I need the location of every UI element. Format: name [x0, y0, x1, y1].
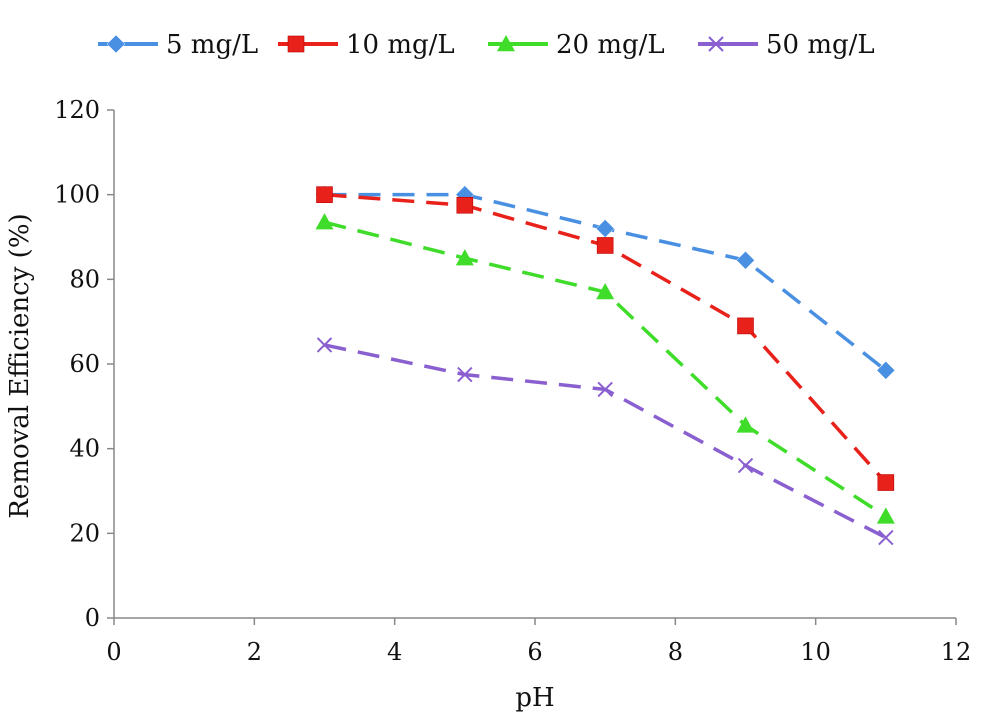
- y-tick-label: 20: [69, 519, 100, 547]
- data-point-10-mg-l: [877, 474, 895, 491]
- data-point-10-mg-l: [316, 186, 333, 203]
- data-point-10-mg-l: [596, 237, 614, 254]
- data-point-10-mg-l: [737, 317, 754, 335]
- data-point-10-mg-l: [456, 196, 474, 214]
- x-tick-label: 2: [247, 638, 262, 666]
- data-point-5-mg-l: [876, 360, 896, 380]
- x-tick-label: 10: [800, 638, 831, 666]
- data-point-50-mg-l: [457, 366, 473, 383]
- legend-swatch-marker: [287, 35, 305, 53]
- y-tick-label: 120: [54, 96, 100, 124]
- legend-swatch-marker: [497, 35, 515, 52]
- legend-label: 50 mg/L: [766, 30, 875, 60]
- legend-item-5-mg-l: 5 mg/L: [98, 30, 258, 60]
- legend-item-50-mg-l: 50 mg/L: [698, 30, 875, 60]
- y-tick-label: 100: [54, 181, 100, 209]
- data-point-5-mg-l: [595, 219, 615, 238]
- y-tick-label: 40: [69, 435, 100, 463]
- data-point-20-mg-l: [315, 213, 334, 230]
- series-layer: [315, 185, 896, 546]
- data-point-20-mg-l: [455, 249, 474, 266]
- legend-label: 5 mg/L: [166, 30, 258, 60]
- series-line-50-mg-l: [324, 343, 887, 540]
- data-point-5-mg-l: [736, 250, 755, 270]
- x-axis-title: pH: [515, 683, 554, 713]
- data-point-20-mg-l: [876, 507, 895, 524]
- x-tick-label: 0: [106, 638, 121, 666]
- data-point-20-mg-l: [596, 283, 615, 300]
- legend: 5 mg/L 10 mg/L 20 mg/L 50 mg/L: [98, 30, 875, 60]
- legend-swatch-marker: [708, 36, 724, 52]
- legend-swatch-marker: [106, 34, 126, 54]
- y-tick-label: 0: [85, 604, 100, 632]
- y-axis: 0 20 40 60 80 100 120: [54, 96, 115, 632]
- legend-item-10-mg-l: 10 mg/L: [278, 30, 455, 60]
- y-axis-title: Removal Efficiency (%): [5, 213, 35, 518]
- y-tick-label: 60: [69, 350, 100, 378]
- x-tick-label: 8: [668, 638, 683, 666]
- series-line-20-mg-l: [324, 220, 887, 518]
- data-point-50-mg-l: [878, 529, 894, 546]
- data-point-20-mg-l: [736, 416, 755, 433]
- legend-label: 20 mg/L: [556, 30, 665, 60]
- x-axis: 0 2 4 6 8 10 12: [106, 617, 972, 666]
- legend-item-20-mg-l: 20 mg/L: [488, 30, 665, 60]
- y-tick-label: 80: [69, 265, 100, 293]
- data-point-50-mg-l: [597, 381, 613, 398]
- x-tick-label: 6: [527, 638, 542, 666]
- data-point-50-mg-l: [737, 457, 754, 474]
- data-point-50-mg-l: [316, 337, 333, 353]
- x-tick-label: 4: [387, 638, 402, 666]
- x-tick-label: 12: [941, 638, 972, 666]
- legend-label: 10 mg/L: [346, 30, 455, 60]
